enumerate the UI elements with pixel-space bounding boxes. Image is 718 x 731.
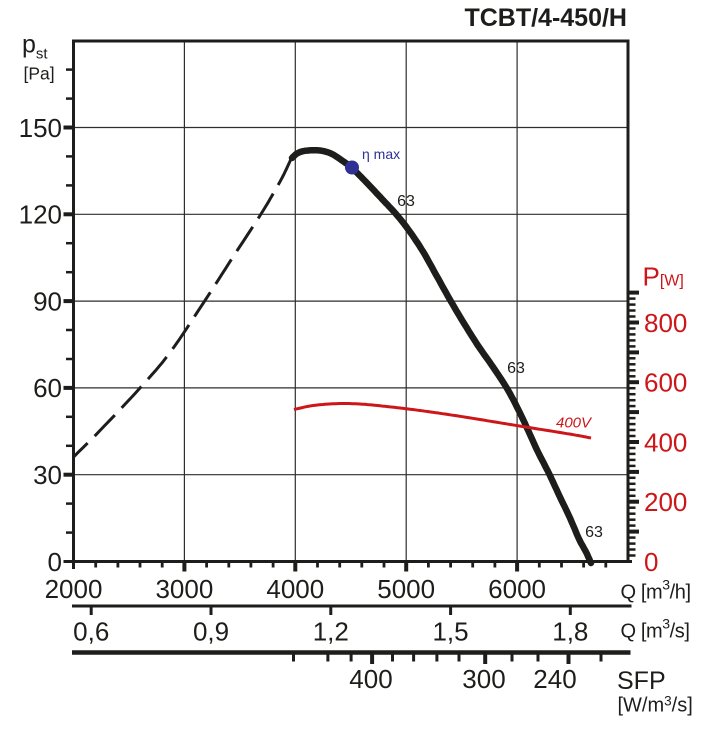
svg-text:240: 240 xyxy=(533,664,576,694)
svg-text:1,5: 1,5 xyxy=(432,617,468,647)
svg-text:SFP: SFP xyxy=(617,667,666,695)
svg-text:1,2: 1,2 xyxy=(313,617,349,647)
svg-text:η max: η max xyxy=(362,146,400,162)
svg-text:0: 0 xyxy=(644,547,658,577)
svg-text:0: 0 xyxy=(48,547,62,577)
svg-text:1,8: 1,8 xyxy=(552,617,588,647)
svg-text:200: 200 xyxy=(644,487,687,517)
svg-text:30: 30 xyxy=(33,460,62,490)
svg-text:63: 63 xyxy=(397,193,415,210)
svg-text:63: 63 xyxy=(585,524,603,541)
svg-text:2000: 2000 xyxy=(45,574,103,604)
svg-text:6000: 6000 xyxy=(488,574,546,604)
svg-text:60: 60 xyxy=(33,373,62,403)
svg-text:[Pa]: [Pa] xyxy=(24,64,55,84)
svg-text:400V: 400V xyxy=(556,415,593,432)
svg-text:0,6: 0,6 xyxy=(73,617,109,647)
svg-text:150: 150 xyxy=(19,113,62,143)
svg-text:600: 600 xyxy=(644,368,687,398)
svg-text:TCBT/4-450/H: TCBT/4-450/H xyxy=(464,4,627,32)
svg-text:63: 63 xyxy=(507,360,525,377)
svg-text:300: 300 xyxy=(462,664,505,694)
svg-text:400: 400 xyxy=(644,427,687,457)
svg-text:400: 400 xyxy=(349,664,392,694)
svg-text:[W/m3/s]: [W/m3/s] xyxy=(618,694,693,717)
svg-text:120: 120 xyxy=(19,200,62,230)
svg-text:Q [m3/s]: Q [m3/s] xyxy=(621,616,690,643)
svg-text:5000: 5000 xyxy=(377,574,435,604)
svg-text:4000: 4000 xyxy=(266,574,324,604)
svg-text:3000: 3000 xyxy=(155,574,213,604)
svg-text:Q [m3/h]: Q [m3/h] xyxy=(621,577,691,604)
svg-text:0,9: 0,9 xyxy=(193,617,229,647)
svg-text:90: 90 xyxy=(33,286,62,316)
svg-text:800: 800 xyxy=(644,308,687,338)
